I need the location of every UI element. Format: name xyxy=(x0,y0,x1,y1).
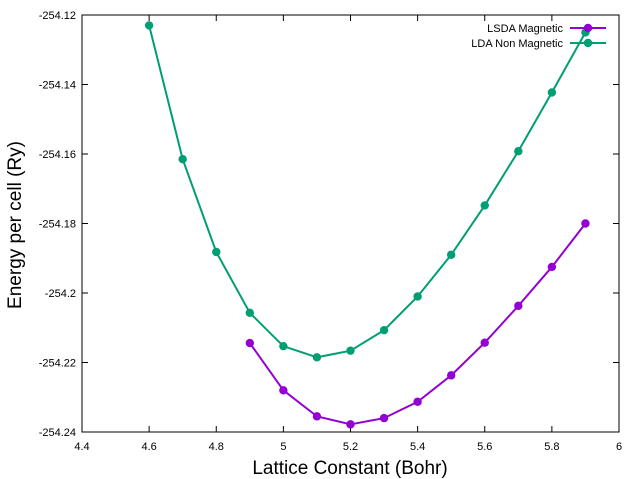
data-point xyxy=(346,346,355,355)
data-point xyxy=(547,88,557,97)
data-point xyxy=(446,250,456,259)
data-point xyxy=(312,353,322,362)
series-line xyxy=(248,222,587,426)
x-tick-label: 5.6 xyxy=(477,441,492,453)
legend: LSDA Magnetic LDA Non Magnetic xyxy=(471,23,606,50)
series-line xyxy=(148,25,587,359)
data-point xyxy=(312,412,322,421)
legend-label: LDA Non Magnetic xyxy=(471,38,563,50)
x-axis-label: Lattice Constant (Bohr) xyxy=(252,458,447,479)
data-point xyxy=(514,301,523,311)
x-tick-label: 5.2 xyxy=(343,441,358,453)
data-point xyxy=(245,338,255,348)
y-tick-label: -254.24 xyxy=(39,427,76,439)
data-point xyxy=(212,247,221,257)
data-point xyxy=(379,413,389,423)
data-point xyxy=(144,21,154,30)
data-point xyxy=(480,201,489,210)
data-point xyxy=(178,155,187,164)
y-tick-label: -254.18 xyxy=(39,219,76,231)
data-point xyxy=(279,386,288,395)
data-point xyxy=(446,371,456,380)
x-tick-label: 6 xyxy=(616,441,622,453)
data-point xyxy=(413,292,422,301)
data-point xyxy=(581,219,590,228)
legend-swatch-point xyxy=(583,23,593,33)
legend-swatch-point xyxy=(583,38,593,48)
series-1 xyxy=(144,21,590,362)
x-tick-label: 4.6 xyxy=(141,441,156,453)
legend-label: LSDA Magnetic xyxy=(487,23,563,35)
data-point xyxy=(379,325,389,335)
y-tick-label: -254.22 xyxy=(39,358,76,370)
y-tick-label: -254.12 xyxy=(39,10,76,22)
axis-ticks: 4.4 4.6 4.8 5 5.2 5.4 5.6 5.8 6 -254.24 -254.22 -25… xyxy=(39,10,622,453)
data-point xyxy=(279,341,288,351)
y-tick-label: -254.14 xyxy=(39,80,76,92)
data-point xyxy=(547,262,557,272)
y-tick-label: -254.16 xyxy=(39,149,76,161)
data-point xyxy=(346,420,355,429)
data-point xyxy=(480,338,489,347)
x-tick-label: 5 xyxy=(280,441,286,453)
series-0 xyxy=(245,219,590,429)
data-point xyxy=(514,147,523,156)
x-tick-label: 5.4 xyxy=(410,441,425,453)
data-point xyxy=(245,308,255,318)
y-tick-label: -254.2 xyxy=(45,288,76,300)
x-tick-label: 5.8 xyxy=(544,441,559,453)
series-layer xyxy=(144,21,590,429)
x-tick-label: 4.4 xyxy=(74,441,89,453)
data-point xyxy=(413,397,422,406)
y-axis-label: Energy per cell (Ry) xyxy=(5,141,26,309)
x-tick-label: 4.8 xyxy=(209,441,224,453)
